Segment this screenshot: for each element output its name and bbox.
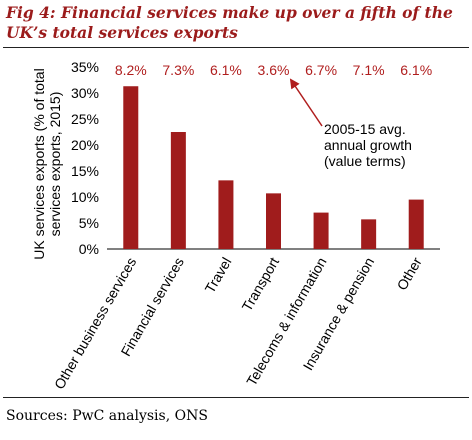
bar <box>123 86 139 250</box>
bars <box>123 86 424 250</box>
bar <box>218 180 234 249</box>
bottom-divider <box>3 397 469 398</box>
category-label: Other business services <box>51 255 140 392</box>
growth-labels: 8.2% 7.3% 6.1% 3.6% 6.7% 7.1% 6.1% <box>115 62 432 78</box>
bar <box>408 199 424 249</box>
growth-label: 6.7% <box>305 62 337 78</box>
y-tick-label: 35% <box>71 59 99 75</box>
growth-label: 7.1% <box>353 62 385 78</box>
annotation-text-line: 2005-15 avg. <box>324 121 406 137</box>
annotation-text-line: (value terms) <box>324 153 406 169</box>
y-axis-label-line: services exports, 2015) <box>47 92 63 237</box>
source-note: Sources: PwC analysis, ONS <box>6 408 208 424</box>
y-axis-ticks: 0% 5% 10% 15% 20% 25% 30% 35% <box>71 59 99 257</box>
figure-title: Fig 4: Financial services make up over a… <box>6 3 453 42</box>
growth-label: 3.6% <box>258 62 290 78</box>
y-axis-label-line: UK services exports (% of total <box>31 68 47 259</box>
growth-annotation: 2005-15 avg.annual growth(value terms) <box>289 78 412 169</box>
bar <box>361 219 377 249</box>
bar <box>170 132 186 249</box>
annotation-arrow <box>289 78 323 127</box>
bar <box>313 212 329 249</box>
y-tick-label: 0% <box>79 241 99 257</box>
y-tick-label: 10% <box>71 189 99 205</box>
top-divider <box>3 47 469 48</box>
growth-label: 7.3% <box>162 62 194 78</box>
y-tick-label: 20% <box>71 137 99 153</box>
y-tick-label: 5% <box>79 215 99 231</box>
y-tick-label: 30% <box>71 85 99 101</box>
growth-label: 6.1% <box>210 62 242 78</box>
annotation-text-line: annual growth <box>324 137 412 153</box>
y-tick-label: 15% <box>71 163 99 179</box>
bar <box>266 193 281 249</box>
y-axis-label: UK services exports (% of total services … <box>31 68 63 259</box>
y-tick-label: 25% <box>71 111 99 127</box>
category-label: Transport <box>239 254 283 314</box>
growth-label: 8.2% <box>115 62 147 78</box>
growth-label: 6.1% <box>400 62 432 78</box>
category-label: Other <box>393 254 425 293</box>
category-label: Travel <box>201 255 234 296</box>
